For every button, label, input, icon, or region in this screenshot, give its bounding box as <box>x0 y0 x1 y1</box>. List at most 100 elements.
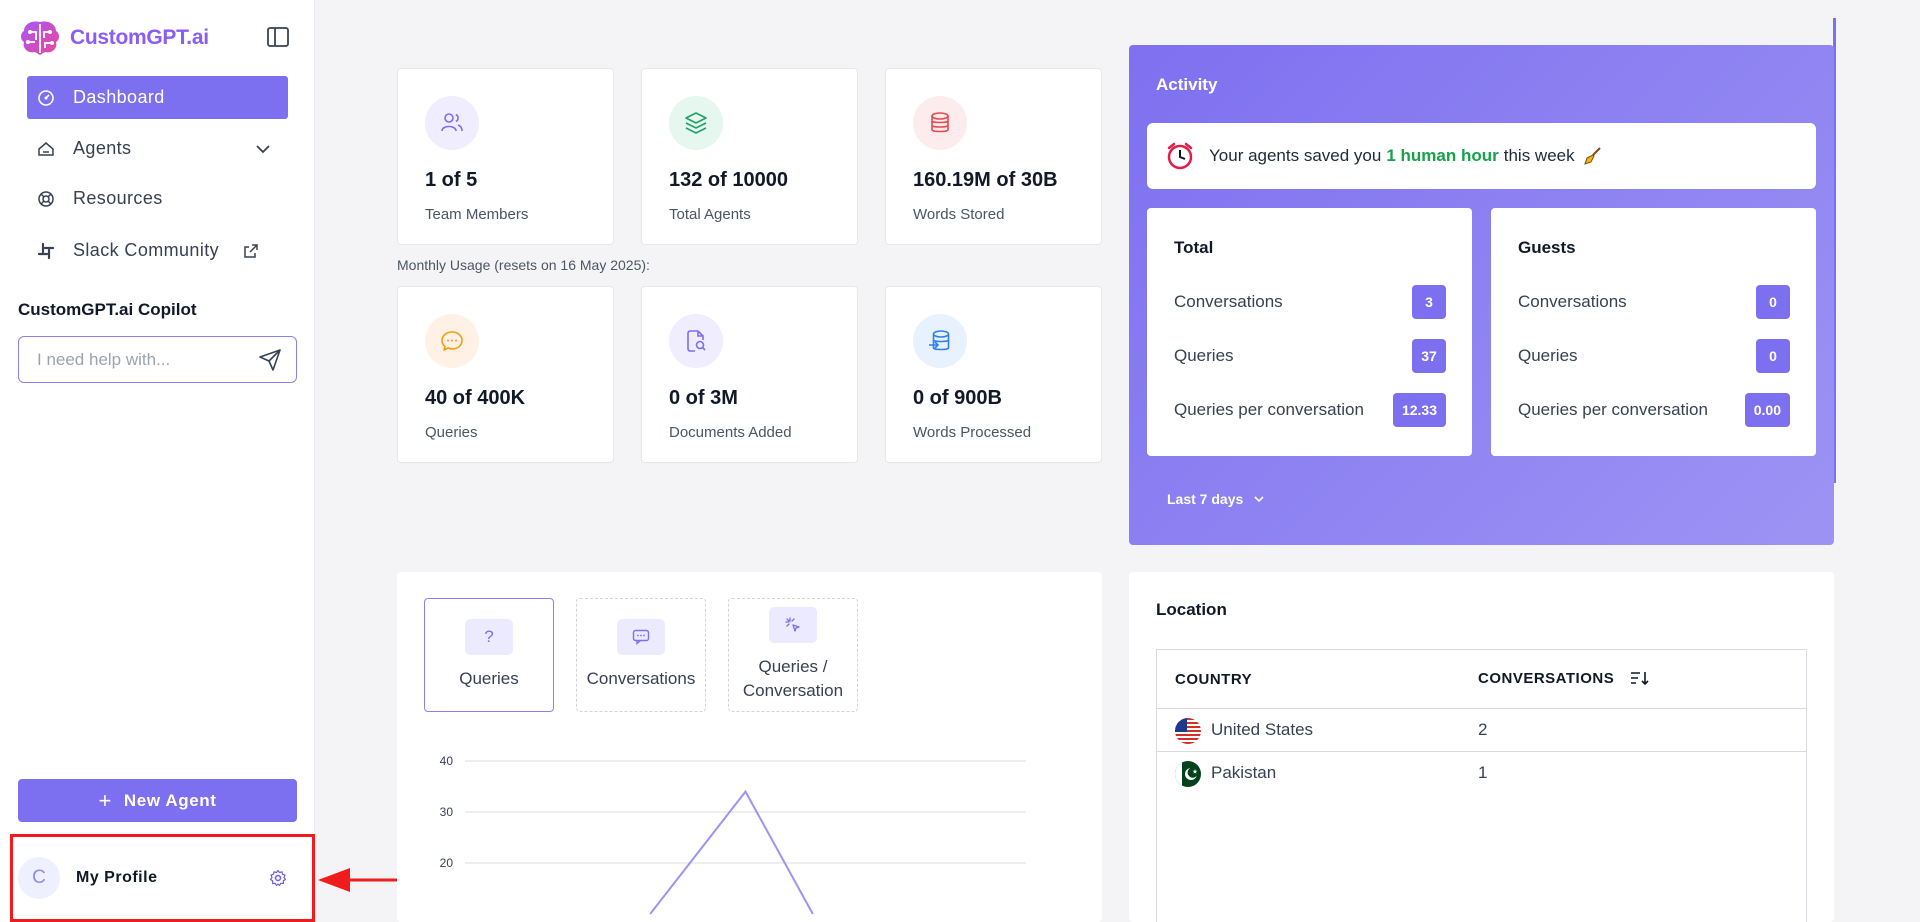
stat-card-total-agents: 132 of 10000 Total Agents <box>641 68 858 245</box>
metric-label: Queries per conversation <box>1174 400 1364 419</box>
activity-title: Activity <box>1156 75 1218 94</box>
dashboard-icon <box>38 89 54 106</box>
metric-row: Queries per conversation 12.33 <box>1174 392 1446 428</box>
stat-card-team-members: 1 of 5 Team Members <box>397 68 614 245</box>
pk-flag-icon <box>1175 761 1201 787</box>
question-icon: ? <box>465 619 513 655</box>
sidebar-item-resources[interactable]: Resources <box>27 177 288 220</box>
location-panel: Location COUNTRY CONVERSATIONS United St… <box>1129 572 1834 922</box>
copilot-input[interactable] <box>37 349 258 370</box>
ico-wrap <box>669 96 723 150</box>
highlight-box <box>10 834 315 922</box>
queries-line-chart: 40 30 20 <box>440 754 1026 915</box>
activity-panel: Activity Your agents saved you 1 human h… <box>1129 45 1834 545</box>
send-icon[interactable] <box>258 348 282 372</box>
country-name: Pakistan <box>1211 763 1277 782</box>
chevron-down-icon <box>1254 496 1264 503</box>
guests-metrics-card: Guests Conversations 0 Queries 0 Queries… <box>1491 208 1816 456</box>
brand-name: CustomGPT.ai <box>70 26 209 49</box>
sidebar-item-label: Resources <box>73 188 163 208</box>
sort-icon[interactable] <box>1630 669 1650 687</box>
new-agent-button[interactable]: + New Agent <box>18 779 297 822</box>
series-line <box>649 789 814 915</box>
ico-wrap <box>425 96 479 150</box>
sidebar-collapse-icon[interactable] <box>267 27 289 47</box>
ico-wrap <box>669 314 723 368</box>
copilot-input-box <box>18 336 297 383</box>
ico-wrap <box>425 314 479 368</box>
document-search-icon <box>687 330 706 352</box>
stat-value: 0 of 3M <box>669 387 738 409</box>
copilot-title: CustomGPT.ai Copilot <box>18 300 197 319</box>
sidebar-item-slack-community[interactable]: Slack Community <box>27 229 288 272</box>
profile-menu[interactable]: C My Profile <box>18 857 297 899</box>
time-saved-banner: Your agents saved you 1 human hour this … <box>1147 123 1816 189</box>
table-row[interactable]: Pakistan 1 <box>1157 752 1806 795</box>
tab-queries[interactable]: ? Queries <box>424 598 554 712</box>
database-import-icon <box>929 330 950 351</box>
lifebuoy-icon <box>38 190 54 207</box>
brand-logo[interactable]: CustomGPT.ai <box>18 18 209 58</box>
us-flag-icon <box>1175 718 1201 744</box>
chevron-down-icon[interactable] <box>254 140 272 158</box>
chat-bubble-icon <box>441 331 463 351</box>
card-title: Guests <box>1518 238 1576 257</box>
column-header-conversations[interactable]: CONVERSATIONS <box>1478 669 1650 687</box>
metric-badge: 0 <box>1756 285 1790 319</box>
stat-value: 1 of 5 <box>425 169 478 191</box>
metric-row: Conversations 3 <box>1174 284 1446 320</box>
date-range-label: Last 7 days <box>1167 491 1244 507</box>
sidebar-item-agents[interactable]: Agents <box>27 127 288 170</box>
metric-badge: 37 <box>1412 339 1446 373</box>
layers-icon <box>685 112 707 134</box>
sidebar-item-label: Slack Community <box>73 240 220 260</box>
metric-badge: 0.00 <box>1744 393 1790 427</box>
ico-wrap <box>913 96 967 150</box>
table-row[interactable]: United States 2 <box>1157 709 1806 752</box>
metric-row: Queries 37 <box>1174 338 1446 374</box>
card-title: Total <box>1174 238 1214 257</box>
date-range-select[interactable]: Last 7 days <box>1167 491 1265 507</box>
sidebar-item-dashboard[interactable]: Dashboard <box>27 76 288 119</box>
brain-logo-icon <box>21 21 59 56</box>
metric-row: Conversations 0 <box>1518 284 1790 320</box>
metric-row: Queries 0 <box>1518 338 1790 374</box>
stat-card-words-processed: 0 of 900B Words Processed <box>885 286 1102 463</box>
plus-icon: + <box>98 787 112 813</box>
location-table: COUNTRY CONVERSATIONS United States 2 <box>1156 649 1807 922</box>
slack-icon <box>37 242 55 259</box>
country-name: United States <box>1211 720 1314 739</box>
y-tick-label: 30 <box>440 805 454 819</box>
tab-label: Queries <box>459 669 519 688</box>
y-tick-label: 40 <box>440 754 454 768</box>
metric-label: Queries <box>1518 346 1578 365</box>
alarm-clock-icon <box>1167 142 1193 170</box>
tab-conversations[interactable]: Conversations <box>576 598 706 712</box>
gear-icon[interactable] <box>269 869 287 887</box>
stat-label: Queries <box>425 424 478 441</box>
banner-highlight: 1 human hour <box>1386 146 1499 165</box>
external-link-icon <box>244 243 258 258</box>
stat-value: 40 of 400K <box>425 387 526 409</box>
scrollbar[interactable] <box>1833 18 1836 483</box>
sidebar-item-label: Dashboard <box>73 87 165 107</box>
avatar: C <box>18 857 60 899</box>
column-header-country[interactable]: COUNTRY <box>1175 671 1253 688</box>
stat-value: 132 of 10000 <box>669 169 788 191</box>
metric-badge: 12.33 <box>1392 393 1446 427</box>
sparkle-cursor-icon <box>769 607 817 643</box>
monthly-usage-note: Monthly Usage (resets on 16 May 2025): <box>397 257 650 273</box>
agents-icon <box>38 141 54 156</box>
stat-label: Total Agents <box>669 206 751 223</box>
conversation-count: 1 <box>1478 763 1488 782</box>
metric-label: Conversations <box>1174 292 1283 311</box>
stat-label: Words Processed <box>913 424 1032 441</box>
column-header-label: CONVERSATIONS <box>1478 669 1615 687</box>
metric-label: Conversations <box>1518 292 1627 311</box>
stat-card-documents-added: 0 of 3M Documents Added <box>641 286 858 463</box>
database-icon <box>931 112 949 133</box>
stat-value: 0 of 900B <box>913 387 1002 409</box>
metric-label: Queries <box>1174 346 1234 365</box>
stat-card-queries: 40 of 400K Queries <box>397 286 614 463</box>
tab-queries-per-conversation[interactable]: Queries / Conversation <box>728 598 858 712</box>
